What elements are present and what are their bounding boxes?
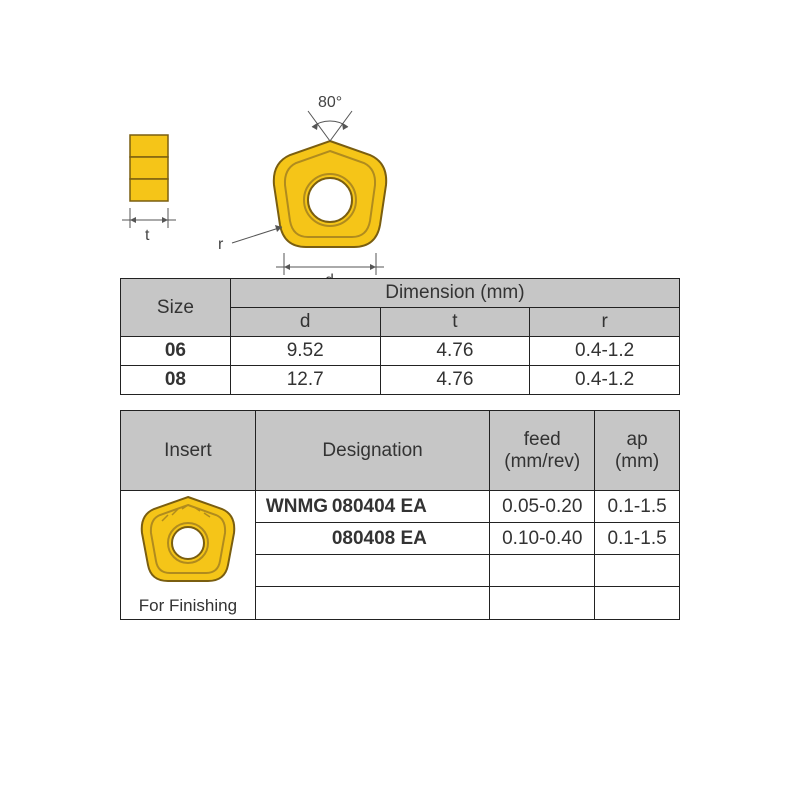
table-row: 06 9.52 4.76 0.4-1.2 (121, 337, 680, 366)
empty-row (595, 555, 679, 587)
empty-row (490, 555, 594, 587)
ap-value: 0.1-1.5 (595, 523, 679, 555)
empty-row (256, 587, 490, 619)
designation-code: 080404 EA (332, 491, 484, 522)
insert-render-icon (138, 491, 238, 586)
feed-value: 0.05-0.20 (490, 491, 594, 523)
insert-caption: For Finishing (121, 596, 255, 616)
t-label: t (145, 227, 150, 244)
side-profile-icon: t (122, 135, 176, 244)
d-cell: 12.7 (230, 366, 380, 395)
empty-row (256, 555, 490, 587)
col-r: r (530, 308, 680, 337)
r-cell: 0.4-1.2 (530, 337, 680, 366)
angle-label: 80° (318, 94, 342, 111)
designation-row: WNMG 080404 EA (256, 491, 490, 523)
size-cell: 06 (121, 337, 231, 366)
empty-row (490, 587, 594, 619)
designation-table: Insert Designation feed (mm/rev) ap (mm)… (120, 410, 680, 620)
insert-cell: For Finishing (121, 491, 256, 620)
ap-value: 0.1-1.5 (595, 491, 679, 523)
d-cell: 9.52 (230, 337, 380, 366)
t-cell: 4.76 (380, 337, 530, 366)
empty-row (595, 587, 679, 619)
col-d: d (230, 308, 380, 337)
insert-diagram: t 80° r (120, 90, 520, 270)
table-row: 08 12.7 4.76 0.4-1.2 (121, 366, 680, 395)
feed-cell: 0.05-0.20 0.10-0.40 (490, 491, 595, 620)
t-cell: 4.76 (380, 366, 530, 395)
designation-cell: WNMG 080404 EA 080408 EA (255, 491, 490, 620)
designation-code: 080408 EA (332, 523, 484, 554)
designation-prefix: WNMG (262, 491, 332, 522)
ap-cell: 0.1-1.5 0.1-1.5 (595, 491, 680, 620)
insert-header: Insert (121, 411, 256, 491)
designation-header: Designation (255, 411, 490, 491)
r-label: r (218, 236, 224, 253)
dimension-header: Dimension (mm) (230, 279, 679, 308)
trigon-top-icon: 80° r d (218, 94, 388, 280)
ap-header: ap (mm) (595, 411, 680, 491)
col-t: t (380, 308, 530, 337)
size-header: Size (121, 279, 231, 337)
dimension-table: Size Dimension (mm) d t r 06 9.52 4.76 0… (120, 278, 680, 395)
feed-value: 0.10-0.40 (490, 523, 594, 555)
feed-header: feed (mm/rev) (490, 411, 595, 491)
size-cell: 08 (121, 366, 231, 395)
r-cell: 0.4-1.2 (530, 366, 680, 395)
designation-row: 080408 EA (256, 523, 490, 555)
